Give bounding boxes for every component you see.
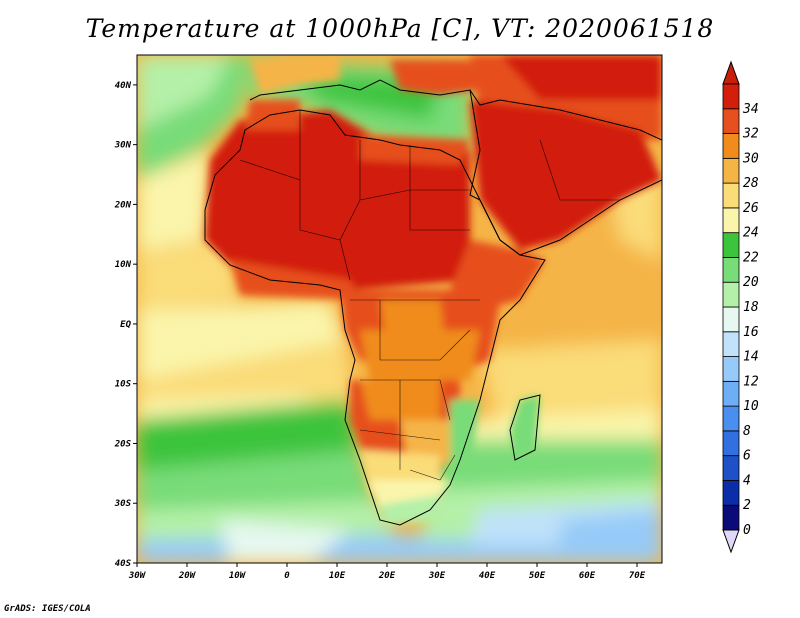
colorbar-label: 0 bbox=[743, 523, 751, 538]
x-tick-label: 40E bbox=[479, 571, 496, 581]
coastlines bbox=[204, 79, 662, 526]
y-axis-ticks: 40N 30N 20N 10N EQ 10S 20S 30S 40S bbox=[114, 81, 137, 569]
colorbar-swatch bbox=[722, 306, 740, 333]
colorbar-swatch bbox=[722, 430, 740, 457]
x-tick-label: 10E bbox=[329, 571, 346, 581]
colorbar-swatch bbox=[722, 133, 740, 159]
y-tick-label: 10N bbox=[115, 260, 132, 270]
map-title: Temperature at 1000hPa [C], VT: 20200615… bbox=[85, 14, 715, 43]
y-tick-label: EQ bbox=[120, 320, 131, 330]
colorbar-label: 2 bbox=[743, 498, 751, 513]
temperature-field bbox=[137, 55, 662, 563]
colorbar-label: 10 bbox=[743, 399, 759, 414]
colorbar-label: 30 bbox=[742, 151, 759, 166]
colorbar-over-arrow bbox=[722, 60, 740, 85]
x-tick-label: 60E bbox=[579, 571, 596, 581]
colorbar-label: 16 bbox=[743, 325, 759, 340]
colorbar-label: 26 bbox=[743, 201, 759, 216]
colorbar-swatch bbox=[722, 480, 740, 506]
y-tick-label: 40S bbox=[115, 559, 132, 569]
colorbar-swatch bbox=[722, 380, 740, 407]
x-tick-label: 20W bbox=[178, 571, 197, 581]
colorbar-label: 22 bbox=[743, 250, 759, 265]
x-tick-label: 0 bbox=[284, 571, 290, 581]
colorbar-label: 34 bbox=[742, 102, 759, 117]
colorbar-swatch bbox=[722, 356, 740, 382]
colorbar-label: 18 bbox=[743, 300, 759, 315]
colorbar-swatch bbox=[722, 83, 740, 110]
colorbar-swatch bbox=[722, 182, 740, 209]
colorbar-swatch bbox=[722, 157, 740, 184]
country-borders bbox=[239, 110, 620, 481]
colorbar-swatch bbox=[722, 108, 740, 134]
x-tick-label: 30W bbox=[128, 571, 147, 581]
x-tick-label: 30E bbox=[428, 571, 446, 581]
colorbar-swatch bbox=[722, 331, 740, 357]
colorbar-label: 8 bbox=[743, 424, 751, 439]
y-tick-label: 10S bbox=[115, 380, 132, 390]
y-tick-label: 20S bbox=[114, 439, 132, 449]
colorbar-under-arrow bbox=[722, 529, 740, 554]
colorbar-label: 24 bbox=[743, 226, 759, 241]
x-tick-label: 70E bbox=[629, 571, 646, 581]
colorbar-label: 32 bbox=[742, 127, 759, 142]
colorbar-swatch bbox=[722, 232, 740, 258]
map-frame bbox=[136, 54, 663, 564]
colorbar-swatch bbox=[722, 281, 740, 308]
colorbar-swatch bbox=[722, 504, 740, 531]
colorbar-label: 20 bbox=[743, 275, 759, 290]
colorbar-label: 6 bbox=[743, 449, 751, 464]
y-tick-label: 30N bbox=[114, 141, 132, 151]
colorbar-swatch bbox=[722, 405, 740, 432]
colorbar-swatch bbox=[722, 455, 740, 481]
y-tick-label: 20N bbox=[114, 200, 132, 210]
x-axis-ticks: 30W 20W 10W 0 10E 20E 30E 40E 50E 60E 70E bbox=[128, 563, 646, 581]
footer-credit: GrADS: IGES/COLA bbox=[4, 604, 91, 614]
colorbar-label: 14 bbox=[743, 350, 759, 365]
colorbar-swatch bbox=[722, 207, 740, 234]
colorbar-swatch bbox=[722, 257, 740, 283]
colorbar-label: 4 bbox=[743, 473, 751, 488]
x-tick-label: 50E bbox=[529, 571, 546, 581]
x-tick-label: 10W bbox=[229, 571, 247, 581]
y-tick-label: 30S bbox=[114, 499, 132, 509]
x-tick-label: 20E bbox=[378, 571, 396, 581]
colorbar-label: 28 bbox=[743, 176, 759, 191]
y-tick-label: 40N bbox=[115, 81, 132, 91]
colorbar-label: 12 bbox=[743, 374, 759, 389]
